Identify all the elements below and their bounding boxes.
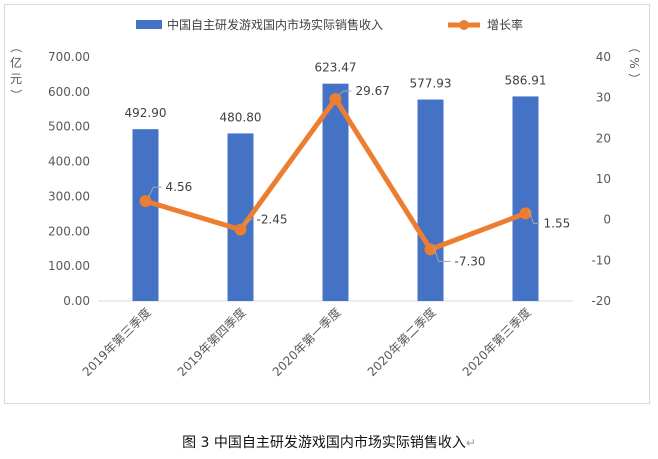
legend-line-marker [459, 20, 469, 30]
left-axis-unit-char: 亿 [10, 55, 22, 70]
left-axis-tick-label: 700.00 [48, 50, 90, 64]
left-axis-tick-label: 0.00 [63, 294, 90, 308]
right-axis-unit: （% ） [627, 41, 641, 85]
right-axis-tick-label: 30 [596, 91, 611, 105]
left-axis-tick-label: 600.00 [48, 85, 90, 99]
data-label-leader-line [528, 209, 540, 224]
right-axis-tick-label: 10 [596, 172, 611, 186]
category-label: 2019年第四季度 [174, 305, 249, 380]
right-axis-unit-char: % [627, 57, 641, 68]
right-axis-tick-label: -10 [591, 253, 611, 267]
left-axis-tick-label: 200.00 [48, 224, 90, 238]
legend-bar-label: 中国自主研发游戏国内市场实际销售收入 [167, 17, 383, 32]
bar [512, 96, 539, 301]
left-axis-tick-label: 400.00 [48, 155, 90, 169]
bar-data-label: 492.90 [125, 106, 167, 120]
category-label: 2019年第三季度 [79, 305, 154, 380]
left-axis-tick-label: 100.00 [48, 259, 90, 273]
growth-rate-point [329, 93, 342, 106]
right-axis-unit-char: ） [627, 73, 641, 85]
category-label: 2020年第二季度 [364, 305, 439, 380]
right-axis-tick-label: 40 [596, 50, 611, 64]
data-label-leader-line [243, 219, 253, 226]
data-label-leader-line [148, 186, 162, 198]
bar-data-label: 586.91 [505, 73, 547, 87]
line-data-label: 1.55 [544, 216, 571, 230]
left-axis-unit-char: （ [9, 41, 23, 53]
bar-data-label: 623.47 [315, 61, 357, 75]
growth-rate-point [234, 223, 247, 236]
bar [417, 99, 444, 302]
left-axis-tick-label: 500.00 [48, 120, 90, 134]
bar [322, 83, 349, 301]
line-data-label: -7.30 [455, 254, 486, 268]
combo-chart: 0.00 100.00 200.00 300.00 400.00 500.00 600.00… [9, 17, 641, 380]
right-axis-tick-label: 20 [596, 131, 611, 145]
category-label: 2020年第三季度 [459, 305, 534, 380]
chart-frame: 0.00 100.00 200.00 300.00 400.00 500.00 600.00… [4, 4, 650, 404]
figure-caption: 图 3 中国自主研发游戏国内市场实际销售收入↵ [0, 432, 658, 452]
line-data-label: 29.67 [356, 84, 390, 98]
bar-data-label: 577.93 [410, 77, 452, 91]
left-axis-tick-label: 300.00 [48, 189, 90, 203]
growth-rate-point [139, 195, 152, 208]
data-label-leader-line [433, 245, 451, 262]
right-axis-tick-label: -20 [591, 294, 611, 308]
legend-bar-swatch [136, 20, 162, 29]
left-axis-unit: （ 亿元 ） [9, 41, 23, 101]
caption-text: 图 3 中国自主研发游戏国内市场实际销售收入 [182, 435, 466, 451]
bar-data-label: 480.80 [220, 110, 262, 124]
left-axis-unit-char: ） [9, 89, 23, 101]
legend-line-label: 增长率 [487, 17, 523, 32]
caption-return-mark: ↵ [465, 436, 476, 450]
line-data-label: -2.45 [257, 213, 288, 227]
category-label: 2020年第一季度 [269, 305, 344, 380]
left-axis-unit-char: 元 [10, 72, 22, 86]
data-label-leader-line [338, 90, 352, 96]
bar [132, 129, 159, 301]
right-axis-tick-label: 0 [603, 213, 611, 227]
right-axis-unit-char: （ [627, 41, 641, 53]
line-data-label: 4.56 [166, 180, 193, 194]
